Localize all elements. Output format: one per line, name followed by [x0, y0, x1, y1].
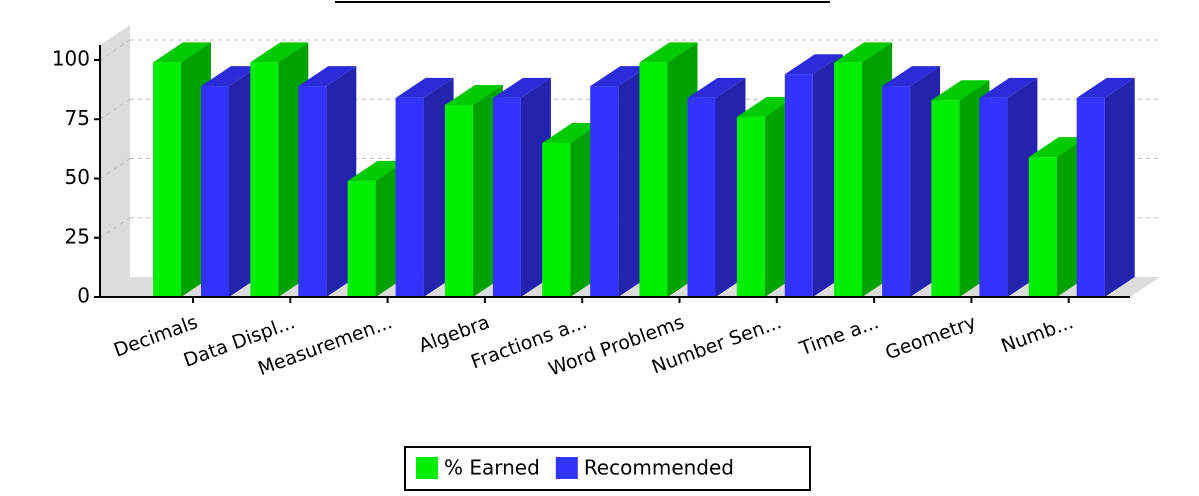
- x-tick-label: Time a...: [796, 311, 882, 360]
- bar-top: [298, 66, 357, 87]
- bar-front: [298, 86, 327, 297]
- bar-top: [153, 42, 211, 63]
- bar-top: [492, 77, 551, 98]
- bar-front: [1028, 157, 1057, 297]
- grid-line: [99, 39, 131, 61]
- legend-box: [404, 446, 811, 491]
- grid-line: [99, 217, 131, 239]
- bar: [298, 66, 357, 297]
- bar: [1076, 77, 1135, 297]
- bars: [153, 42, 1135, 298]
- bar-front: [395, 97, 424, 297]
- bar-top: [834, 42, 893, 63]
- grid-line: [99, 158, 131, 179]
- bar-top: [590, 66, 649, 87]
- bar-top: [931, 80, 990, 101]
- bar-front: [931, 100, 960, 297]
- bar: [882, 66, 941, 297]
- bar-front: [492, 97, 521, 297]
- bar-top: [687, 77, 746, 98]
- legend-label: Recommended: [584, 456, 734, 480]
- bar-front: [201, 86, 229, 297]
- bar-top: [201, 66, 259, 87]
- bar-front: [882, 86, 911, 297]
- bar-top: [736, 96, 795, 117]
- bar-top: [1076, 77, 1135, 98]
- legend-label: % Earned: [444, 456, 540, 480]
- bar-front: [784, 74, 813, 297]
- legend-swatch: [555, 457, 578, 479]
- bar-front: [736, 116, 765, 297]
- bar-top: [639, 42, 698, 63]
- y-tick-label: 100: [52, 47, 90, 71]
- bar-front: [979, 97, 1008, 297]
- grid-line: [99, 98, 131, 120]
- bar-top: [882, 66, 941, 87]
- bar-side: [1104, 77, 1135, 297]
- bar-top: [1028, 137, 1087, 158]
- y-tick-label: 75: [65, 106, 90, 130]
- bar-front: [639, 62, 668, 298]
- bar-top: [444, 85, 503, 106]
- back-wall: [100, 25, 130, 297]
- y-tick-label: 25: [65, 224, 90, 248]
- legend-swatch: [416, 457, 438, 479]
- bar-front: [1076, 97, 1105, 297]
- y-tick-label: 0: [77, 284, 90, 308]
- y-tick-label: 50: [65, 165, 90, 189]
- bar-top: [250, 42, 309, 63]
- bar-front: [687, 97, 716, 297]
- bar-top: [979, 77, 1038, 98]
- bar-front: [590, 86, 619, 297]
- bar-front: [153, 62, 181, 298]
- bar-front: [444, 105, 473, 297]
- bar-top: [395, 77, 454, 98]
- bar: [979, 77, 1038, 297]
- bar-front: [250, 62, 279, 298]
- bar-top: [542, 122, 601, 143]
- bar-front: [834, 62, 863, 298]
- legend: % Earned Recommended: [404, 446, 811, 491]
- bar-front: [542, 142, 571, 297]
- bar-top: [784, 54, 843, 75]
- bar-front: [347, 180, 376, 297]
- x-tick-label: Numb...: [998, 311, 1076, 357]
- x-tick-label: Geometry: [882, 311, 979, 364]
- bar-top: [347, 160, 406, 181]
